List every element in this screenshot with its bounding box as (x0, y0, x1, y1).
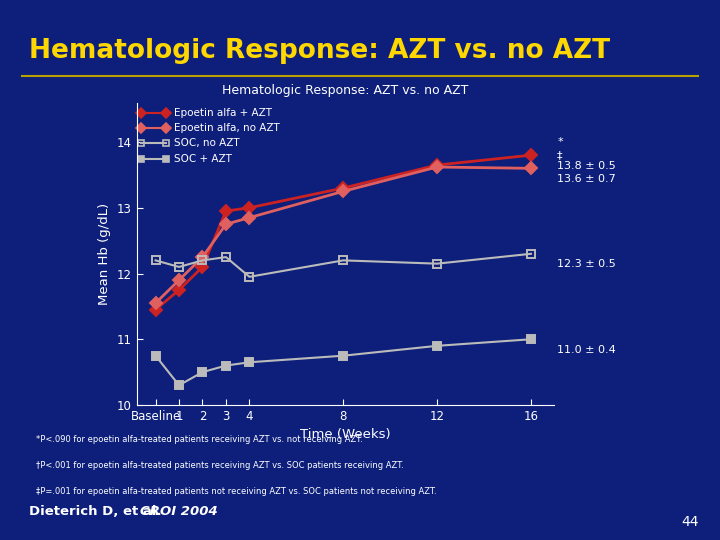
Y-axis label: Mean Hb (g/dL): Mean Hb (g/dL) (99, 202, 112, 305)
Title: Hematologic Response: AZT vs. no AZT: Hematologic Response: AZT vs. no AZT (222, 84, 469, 97)
Text: Epoetin alfa + AZT: Epoetin alfa + AZT (174, 108, 272, 118)
Text: 44: 44 (681, 515, 698, 529)
Text: ‡: ‡ (557, 150, 562, 160)
Text: †P<.001 for epoetin alfa-treated patients receiving AZT vs. SOC patients receivi: †P<.001 for epoetin alfa-treated patient… (36, 461, 404, 470)
Text: Hematologic Response: AZT vs. no AZT: Hematologic Response: AZT vs. no AZT (29, 38, 610, 64)
Text: 13.6 ± 0.7: 13.6 ± 0.7 (557, 174, 616, 184)
Text: SOC + AZT: SOC + AZT (174, 153, 233, 164)
Text: CROI 2004: CROI 2004 (140, 505, 218, 518)
Text: 11.0 ± 0.4: 11.0 ± 0.4 (557, 345, 616, 355)
X-axis label: Time (Weeks): Time (Weeks) (300, 428, 391, 441)
Text: 13.8 ± 0.5: 13.8 ± 0.5 (557, 161, 616, 171)
Text: *: * (557, 137, 563, 147)
Text: *P<.090 for epoetin alfa-treated patients receiving AZT vs. not receiving AZT.: *P<.090 for epoetin alfa-treated patient… (36, 435, 363, 444)
Text: ‡P=.001 for epoetin alfa-treated patients not receiving AZT vs. SOC patients not: ‡P=.001 for epoetin alfa-treated patient… (36, 487, 436, 496)
Text: Dieterich D, et al.: Dieterich D, et al. (29, 505, 166, 518)
Text: SOC, no AZT: SOC, no AZT (174, 138, 240, 149)
Text: 12.3 ± 0.5: 12.3 ± 0.5 (557, 259, 616, 269)
Text: Epoetin alfa, no AZT: Epoetin alfa, no AZT (174, 123, 280, 133)
